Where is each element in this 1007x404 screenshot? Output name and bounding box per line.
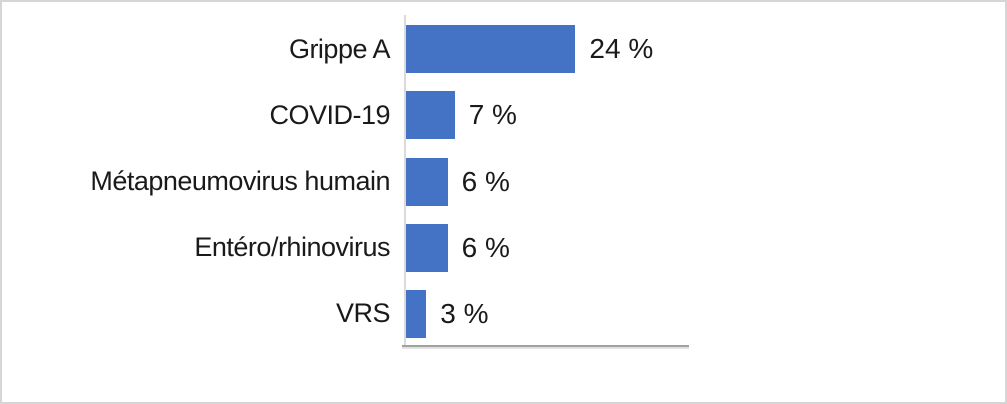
category-label: VRS [335,298,391,329]
value-label: 3 % [440,297,489,329]
bar [405,223,448,272]
bar-row: COVID-19 7 % [2,82,692,148]
bar-area: 6 % [405,215,692,281]
bar-area: 24 % [405,16,692,82]
bar-row: Entéro/rhinovirus 6 % [2,215,692,281]
x-axis-line [402,345,689,347]
bar [405,289,427,338]
bar-row: VRS 3 % [2,281,692,347]
category-label: Grippe A [288,33,391,64]
category-label: COVID-19 [269,99,390,130]
y-axis-line [404,15,406,348]
category-label: Entéro/rhinovirus [194,232,390,263]
value-label: 6 % [461,165,510,197]
bar-row: Métapneumovirus humain 6 % [2,148,692,214]
value-label: 6 % [461,231,510,263]
bar [405,91,455,140]
category-label: Métapneumovirus humain [90,166,390,196]
bar-area: 3 % [405,281,692,347]
value-label: 24 % [589,33,654,65]
bar-row: Grippe A 24 % [2,16,692,82]
bar [405,25,576,74]
bar-rows: Grippe A 24 % COVID-19 7 % Métapneumovir… [2,16,692,347]
value-label: 7 % [468,99,517,131]
bar-area: 7 % [405,82,692,148]
bar-area: 6 % [405,148,692,214]
bar [405,157,448,206]
